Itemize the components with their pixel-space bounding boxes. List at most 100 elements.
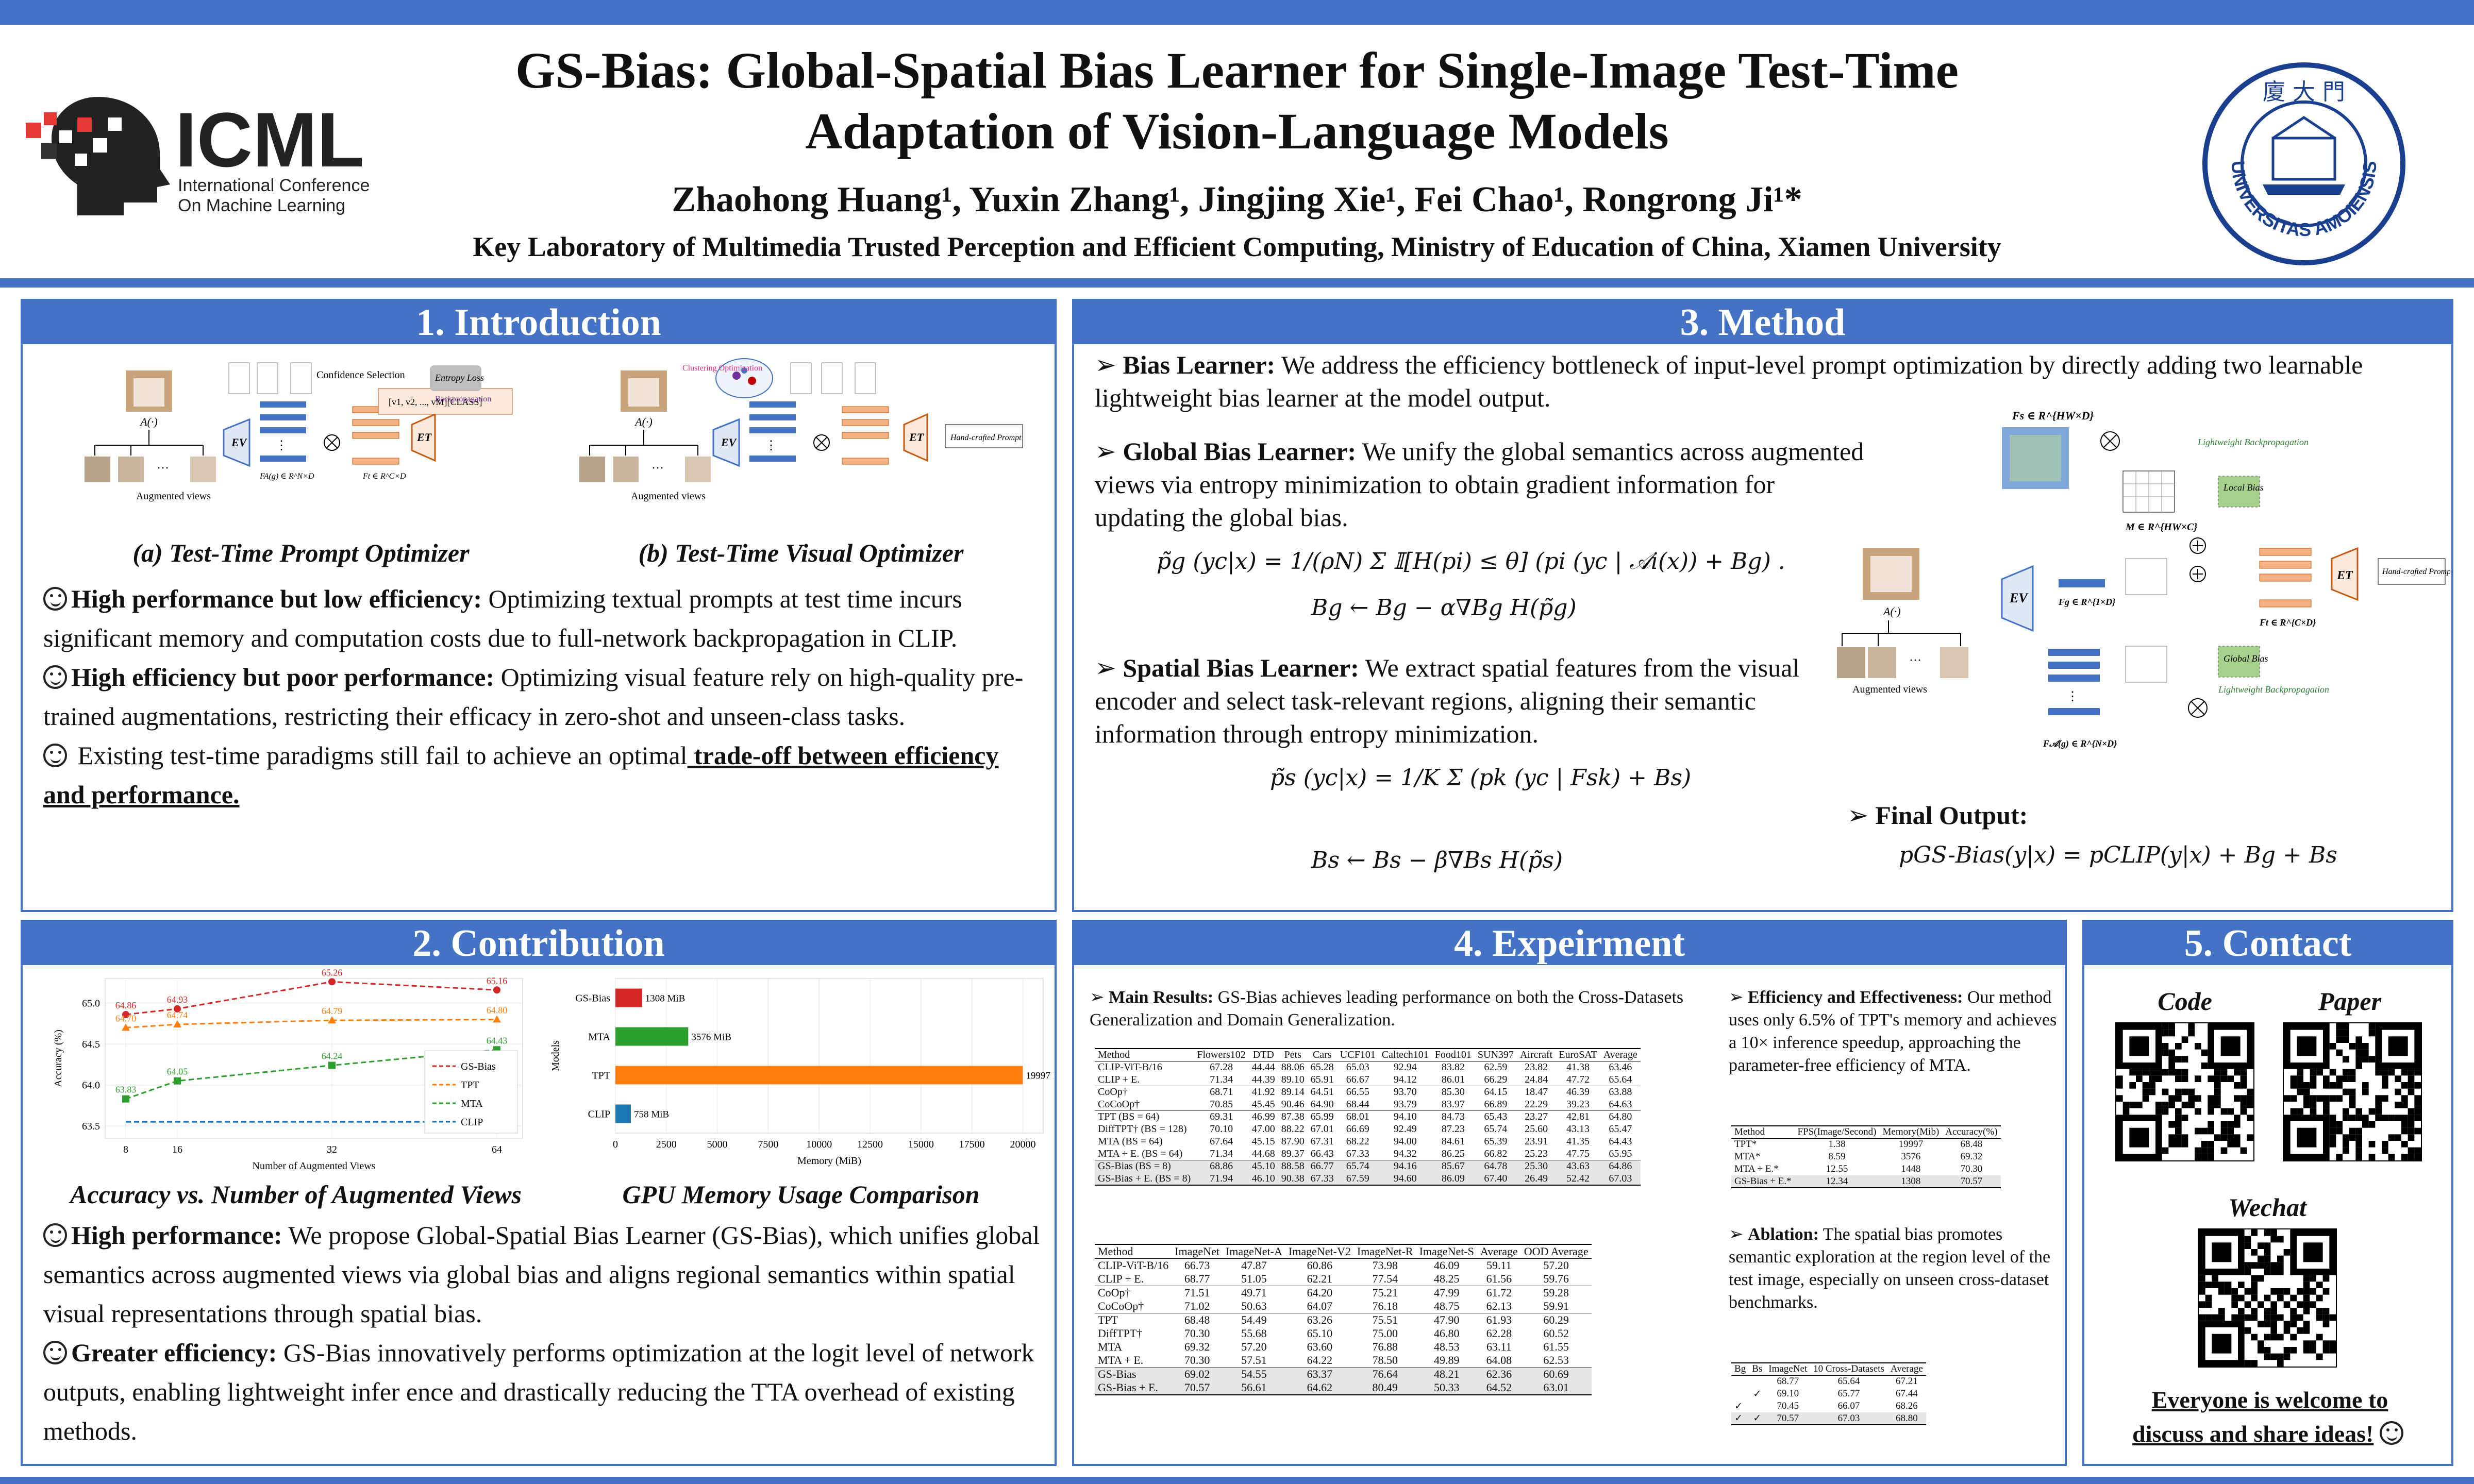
table-cell: 69.31	[1194, 1110, 1249, 1123]
table-cell: 44.68	[1251, 1148, 1275, 1159]
table-cell: 48.25	[1433, 1272, 1460, 1285]
table-cell: 24.84	[1525, 1073, 1548, 1085]
table-cell: 68.80	[1887, 1412, 1926, 1425]
table-cell: 77.54	[1372, 1272, 1398, 1285]
table-cell: 68.86	[1194, 1160, 1249, 1173]
data-label: 64.74	[167, 1010, 188, 1020]
table-cell: CoCoOp†	[1098, 1300, 1144, 1312]
legend-label: GS-Bias	[461, 1061, 496, 1072]
table-cell: 50.33	[1416, 1381, 1477, 1395]
table-cell: 68.77	[1184, 1272, 1210, 1285]
table-cell: TPT (BS = 64)	[1095, 1110, 1194, 1123]
bar-gs-bias	[615, 988, 642, 1007]
table-cell: 26.49	[1516, 1172, 1556, 1186]
svg-text:International Conference: International Conference	[178, 176, 370, 195]
table-row: GS-Bias + E.* 12.34 1308 70.57	[1731, 1175, 2001, 1188]
paper-qr-icon[interactable]	[2283, 1022, 2422, 1161]
table-cell: 57.20	[1543, 1259, 1569, 1272]
bar-mta	[615, 1027, 689, 1046]
table-header-cell: EuroSAT	[1556, 1048, 1600, 1061]
svg-text:On Machine Learning: On Machine Learning	[178, 196, 345, 215]
table-cell: 23.82	[1525, 1061, 1548, 1073]
table-cell: 23.91	[1525, 1136, 1548, 1147]
table-cell: 63.11	[1486, 1340, 1512, 1353]
table-cell: 43.63	[1556, 1160, 1600, 1173]
table-cell: 87.90	[1281, 1136, 1305, 1147]
table-row: TPT (BS = 64) 69.31 46.99 87.38 65.99 68.01 94…	[1095, 1110, 1641, 1123]
table-cell: 59.76	[1543, 1272, 1569, 1285]
table-cell: 67.01	[1310, 1123, 1334, 1135]
table-cell: 70.30	[1184, 1327, 1210, 1340]
data-point	[328, 978, 336, 986]
chart-legend: GS-Bias TPT MTA CLIP	[424, 1050, 518, 1134]
table-cell: 88.06	[1281, 1061, 1305, 1073]
table-cell: 68.77	[1777, 1376, 1799, 1387]
table-cell: 67.33	[1307, 1172, 1337, 1186]
code-qr-icon[interactable]	[2115, 1022, 2254, 1161]
table-cell: 55.68	[1241, 1327, 1267, 1340]
table-cell: CLIP + E.	[1098, 1272, 1144, 1285]
table-row: CoCoOp† 70.85 45.45 90.46 64.90 68.44 93.79 83.…	[1095, 1099, 1641, 1111]
table-cell: 51.05	[1241, 1272, 1267, 1285]
table-header-cell: ImageNet	[1172, 1244, 1223, 1259]
table-cell: 66.43	[1310, 1148, 1334, 1159]
table-cell: 45.45	[1251, 1098, 1275, 1110]
table-cell	[1749, 1400, 1765, 1412]
table-cell: CLIP-ViT-B/16	[1098, 1061, 1162, 1073]
y-tick-label: 65.0	[82, 998, 100, 1009]
table-header-cell: ImageNet-V2	[1285, 1244, 1354, 1259]
data-label: 65.16	[487, 975, 508, 986]
data-point	[174, 1005, 181, 1013]
data-label: 65.26	[322, 968, 343, 977]
x-tick-label: 12500	[857, 1139, 883, 1150]
table-cell: 12.55	[1826, 1163, 1848, 1174]
table-cell: GS-Bias + E.	[1095, 1381, 1172, 1395]
data-point	[493, 986, 500, 994]
table-row: DiffTPT† (BS = 128) 70.10 47.00 88.22 67.01 6…	[1095, 1123, 1641, 1136]
svg-text:Entropy Loss: Entropy Loss	[434, 373, 484, 383]
table-cell: 76.88	[1372, 1340, 1398, 1353]
table-cell: 67.33	[1346, 1148, 1369, 1159]
table-cell	[1749, 1375, 1765, 1388]
svg-text:Local Bias: Local Bias	[2223, 482, 2264, 493]
svg-text:Clustering Optimization: Clustering Optimization	[682, 364, 762, 373]
efficiency-text: ➢ Efficiency and Effectiveness: Our meth…	[1729, 988, 2057, 1075]
table-cell: 47.99	[1416, 1286, 1477, 1300]
table-row: TPT 68.48 54.49 63.26 75.51 47.90 61.93 60.29	[1095, 1313, 1592, 1327]
table-header-cell: FPS(Image/Second)	[1794, 1125, 1880, 1139]
logo-text: ICML	[175, 96, 364, 183]
x-tick-label: 5000	[707, 1139, 728, 1150]
wechat-qr-icon[interactable]	[2198, 1228, 2337, 1368]
x-tick-label: 7500	[758, 1139, 778, 1150]
legend-label: TPT	[461, 1080, 479, 1091]
table-cell: GS-Bias	[1095, 1367, 1172, 1381]
data-label: 3576 MiB	[691, 1032, 731, 1043]
svg-text:UNIVERSITAS AMOIENSIS: UNIVERSITAS AMOIENSIS	[2228, 160, 2381, 240]
svg-text:EV: EV	[721, 436, 738, 449]
table-cell: 68.01	[1336, 1110, 1379, 1123]
table-cell: 94.16	[1378, 1160, 1432, 1173]
table-cell: TPT	[1095, 1313, 1172, 1327]
table-cell: 63.37	[1285, 1367, 1354, 1381]
table-header-cell: SUN397	[1474, 1048, 1517, 1061]
table-cell: 47.75	[1566, 1148, 1590, 1159]
table-cell: 92.49	[1393, 1123, 1417, 1135]
table-cell: 64.22	[1307, 1354, 1333, 1367]
table-header-cell: Bs	[1749, 1362, 1766, 1376]
table-header-cell: Aircraft	[1516, 1048, 1556, 1061]
table-header-cell: DTD	[1248, 1048, 1278, 1061]
table-cell: MTA*	[1734, 1151, 1761, 1162]
table-header-cell: Accuracy(%)	[1942, 1125, 2001, 1139]
svg-text:ET: ET	[909, 431, 925, 444]
table-cell: 67.44	[1896, 1388, 1918, 1399]
table-cell: 47.87	[1241, 1259, 1267, 1272]
efficiency-table: Method FPS(Image/Second) Memory(Mib) Accura…	[1731, 1125, 2001, 1188]
table-header-cell: ImageNet-S	[1416, 1244, 1477, 1259]
table-cell: 64.51	[1307, 1086, 1337, 1099]
svg-text:EV: EV	[231, 436, 248, 449]
spatial-bias-text: ➢ Spatial Bias Learner: We extract spati…	[1095, 653, 1800, 748]
smile-icon	[2379, 1421, 2403, 1445]
table-cell: 25.60	[1525, 1123, 1548, 1135]
table-row: MTA (BS = 64) 67.64 45.15 87.90 67.31 68.22 94…	[1095, 1136, 1641, 1148]
table-cell: TPT*	[1734, 1139, 1757, 1150]
